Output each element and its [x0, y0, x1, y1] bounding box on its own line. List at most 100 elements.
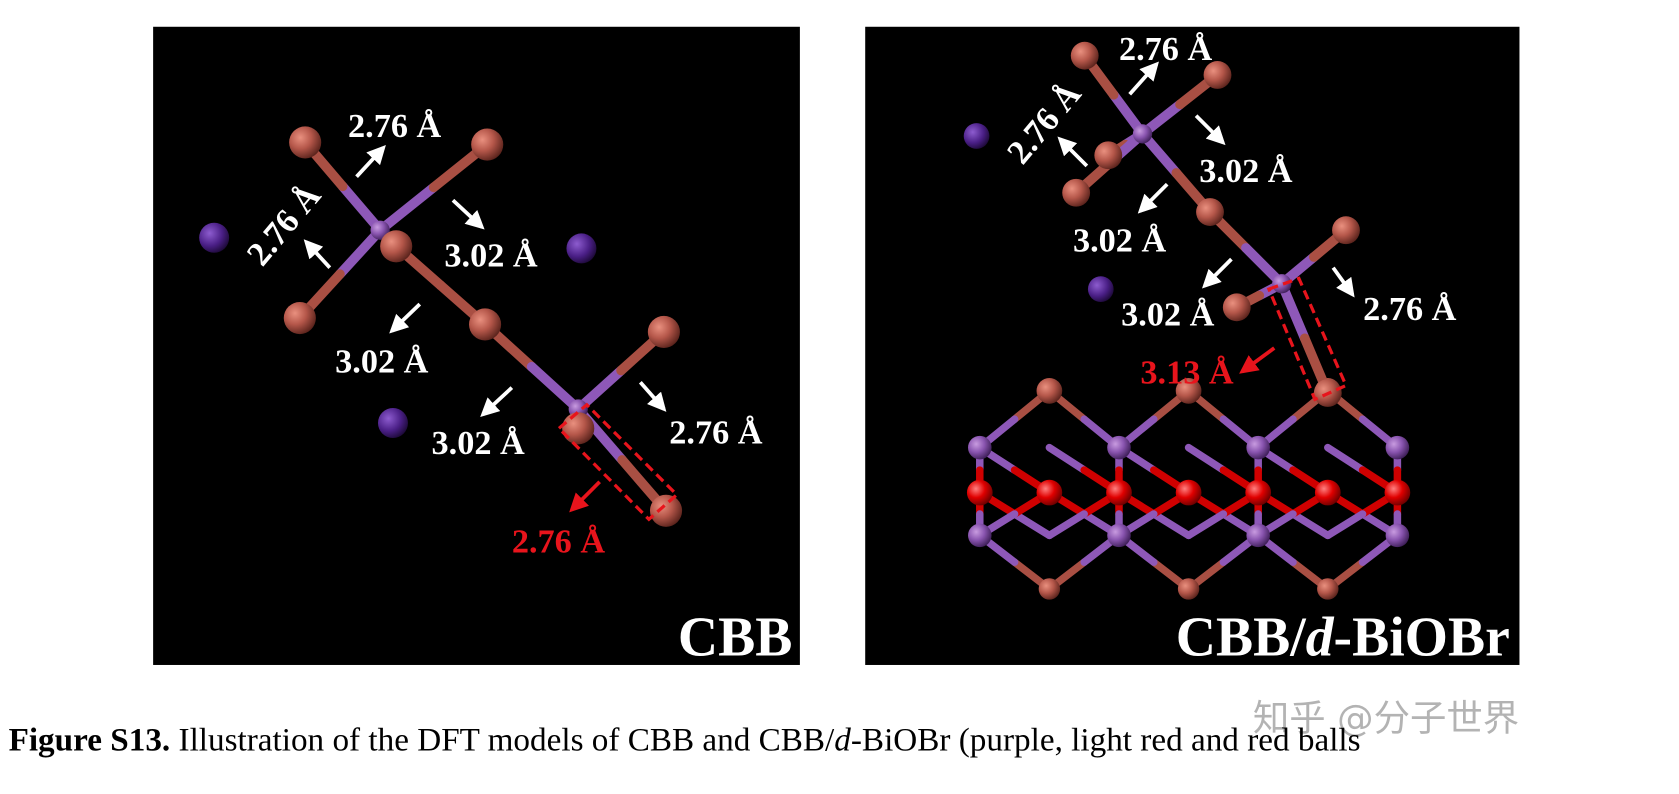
arrow [1057, 136, 1089, 168]
bi-atom [1246, 523, 1270, 548]
br-atom [1317, 578, 1339, 600]
bond-length-label: 2.76 Å [1119, 30, 1213, 68]
bi-atom [1272, 274, 1292, 294]
bond [1010, 510, 1054, 540]
bond [1045, 510, 1088, 540]
o-atom [1314, 479, 1341, 506]
bond-length-label: 3.02 Å [444, 237, 538, 275]
arrow [1128, 61, 1159, 96]
o-atom [1245, 479, 1272, 506]
bi-atom [1385, 523, 1410, 548]
br-atom [1036, 377, 1063, 404]
molecular-models [199, 41, 1411, 600]
bond [526, 361, 584, 414]
bi-atom [1107, 523, 1131, 548]
arrow [638, 381, 667, 412]
bi-atom [968, 435, 992, 460]
caption-text: Illustration of the DFT models of CBB an… [170, 722, 835, 759]
br-atom [1332, 216, 1360, 245]
caption-lead: Figure S13. [9, 722, 171, 759]
o-atom [1175, 479, 1202, 506]
br-atom [1203, 61, 1232, 89]
highlight-box [1266, 276, 1349, 402]
br-atom [1062, 178, 1091, 207]
caption: Figure S13. Illustration of the DFT mode… [9, 722, 1361, 759]
br-atom [649, 494, 683, 527]
bond-length-label: 3.02 Å [335, 343, 428, 381]
bond [1150, 510, 1193, 540]
bi-atom [1132, 124, 1153, 144]
cation-atom [199, 222, 230, 253]
arrow [451, 198, 485, 230]
arrow [303, 239, 332, 269]
panel-background [153, 26, 800, 665]
bond-length-label: 3.02 Å [1073, 222, 1167, 260]
highlight-bond-label: 2.76 Å [512, 523, 605, 561]
arrow [1201, 257, 1233, 289]
bond-length-label: 3.02 Å [432, 424, 526, 462]
bond-length-label: 2.76 Å [669, 413, 762, 451]
br-atom [471, 128, 504, 161]
br-atom [289, 126, 322, 159]
bi-atom [1385, 435, 1410, 460]
arrow [1137, 182, 1169, 214]
br-atom [283, 301, 316, 335]
bond [1289, 510, 1332, 540]
cation-atom [377, 407, 408, 438]
br-atom [1222, 293, 1251, 322]
panel-name-part: CBB [678, 606, 792, 668]
o-atom [966, 479, 993, 506]
bond [1276, 278, 1310, 344]
o-atom [1106, 479, 1132, 506]
br-atom [469, 308, 502, 341]
bond [1324, 443, 1367, 474]
bond-length-label: 2.76 Å [1363, 290, 1456, 328]
panel-name-part: d [1306, 606, 1335, 668]
arrow [480, 386, 514, 417]
highlight-box [556, 402, 680, 522]
panel-name: CBB/d-BiOBr [1176, 606, 1510, 668]
cation-atom [1087, 276, 1114, 302]
bond-length-label: 3.02 Å [1199, 152, 1293, 190]
watermark: 知乎 @分子世界 [1253, 696, 1519, 739]
bi-atom [1246, 435, 1270, 460]
caption-text: d [834, 722, 851, 759]
br-atom [1094, 141, 1123, 170]
arrow [1194, 114, 1226, 146]
figure-content: 2.76 Å 2.76 Å 3.02 Å 3.02 Å 3.02 Å 2.76 … [9, 26, 1520, 759]
panel-background [865, 26, 1520, 665]
bi-atom [1107, 435, 1131, 460]
arrow [569, 480, 601, 513]
bond-length-label: 2.76 Å [348, 107, 442, 145]
arrow [355, 145, 386, 178]
bond [1045, 443, 1088, 474]
br-atom [562, 412, 595, 445]
caption-text: -BiOBr (purple, light red and red balls [851, 722, 1361, 759]
bond [1184, 510, 1228, 540]
panel-name-part: CBB/ [1176, 606, 1307, 668]
br-atom [1070, 41, 1099, 70]
arrow [389, 302, 422, 334]
arrow [1331, 266, 1355, 298]
bond [335, 225, 385, 279]
o-atom [1384, 479, 1411, 506]
bond-length-label: 3.02 Å [1121, 296, 1215, 334]
bi-atom [968, 523, 992, 548]
o-atom [1036, 479, 1063, 506]
br-atom [647, 315, 680, 349]
panel-name-part: -BiOBr [1334, 606, 1510, 668]
br-atom [380, 230, 413, 263]
cation-atom [566, 233, 597, 264]
panel-name: CBB [678, 606, 792, 668]
br-atom [1196, 198, 1224, 226]
br-atom [1177, 578, 1200, 600]
arrow [1239, 346, 1276, 374]
br-atom [1038, 578, 1061, 600]
bond [1324, 510, 1367, 540]
br-atom [1175, 377, 1202, 404]
highlight-bond-label: 3.13 Å [1140, 353, 1234, 391]
cation-atom [963, 123, 990, 149]
